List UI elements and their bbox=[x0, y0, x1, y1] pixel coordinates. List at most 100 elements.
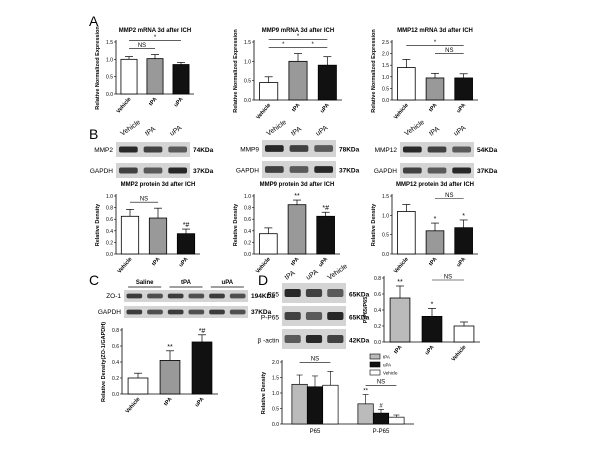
bar bbox=[191, 341, 213, 395]
significance-mark: ** bbox=[294, 193, 300, 200]
y-tick-label: 0.0 bbox=[382, 252, 389, 258]
legend-swatch bbox=[369, 369, 381, 376]
y-axis-label: Relative Density bbox=[95, 203, 101, 246]
chart-c1: 0.0 0.2 0.4 0.6 0.8 Relative Density(ZO-1/GAP… bbox=[101, 322, 218, 415]
blot-size-label: 42KDa bbox=[349, 338, 370, 345]
y-tick-label: 1.0 bbox=[272, 391, 279, 397]
blot-band bbox=[327, 335, 344, 343]
significance-mark: ** bbox=[167, 344, 173, 351]
x-tick-label: P65 bbox=[310, 429, 321, 435]
y-tick-label: 0.5 bbox=[272, 407, 279, 413]
blot-size-label: 54KDa bbox=[477, 147, 498, 154]
blot-row-label: GAPDH bbox=[236, 168, 259, 175]
x-tick-label: tPA bbox=[163, 396, 173, 407]
y-tick-label: 1.0 bbox=[382, 75, 389, 81]
panel-label-a: A bbox=[89, 13, 99, 29]
bar bbox=[172, 64, 190, 95]
x-tick-label: tPA bbox=[428, 102, 438, 113]
y-tick-label: 0.0 bbox=[106, 92, 113, 98]
y-tick-label: 2.0 bbox=[272, 360, 279, 366]
bar bbox=[317, 64, 337, 101]
x-tick-label: uPA bbox=[318, 256, 329, 268]
bar bbox=[306, 386, 324, 425]
bar bbox=[159, 359, 181, 395]
chart-d2: 0.0 0.5 1.0 1.5 2.0 Relative Density P65 NS ** # P… bbox=[261, 353, 414, 435]
bar bbox=[176, 233, 196, 255]
blot-band bbox=[264, 145, 284, 152]
blot-band bbox=[188, 293, 205, 299]
blot-band bbox=[118, 167, 138, 174]
chart-a1: MMP2 mRNA 3d after ICH 0.0 0.5 1.0 1.5 Relati… bbox=[95, 26, 194, 115]
y-axis-label: Relative Normalized Expression bbox=[95, 26, 101, 110]
chart-title: MMP9 mRNA 3d after ICH bbox=[262, 28, 334, 34]
blot-band bbox=[209, 309, 225, 315]
y-tick-label: 0.6 bbox=[106, 217, 113, 223]
blot-size-label: 194KDa bbox=[251, 293, 275, 300]
chart-b3: MMP12 protein 3d after ICH 0.0 0.5 1.0 1.5 Re… bbox=[371, 182, 478, 275]
blot-band bbox=[167, 309, 184, 315]
y-tick-label: 0.2 bbox=[374, 324, 381, 330]
significance-mark: *# bbox=[199, 328, 206, 335]
blot-size-label: 78KDa bbox=[339, 147, 360, 154]
blot-band bbox=[289, 145, 309, 152]
blot-size-label: 65KDa bbox=[349, 315, 370, 322]
y-tick-label: 0.4 bbox=[112, 360, 119, 366]
y-axis-label: Relative Density bbox=[233, 203, 239, 246]
significance-mark: * bbox=[431, 301, 434, 308]
blot-lane-label: tPA bbox=[181, 280, 192, 286]
y-axis-label: Relative Density bbox=[261, 371, 267, 414]
blot-band bbox=[147, 309, 163, 315]
legend-swatch bbox=[369, 361, 381, 368]
blot-lane-label: uPA bbox=[169, 124, 184, 137]
x-tick-label: uPA bbox=[194, 396, 205, 408]
blot-band bbox=[118, 146, 138, 153]
blot-band bbox=[452, 167, 472, 174]
y-tick-label: 2.0 bbox=[382, 52, 389, 58]
x-tick-label: P-P65 bbox=[373, 429, 390, 435]
y-tick-label: 0.8 bbox=[244, 206, 251, 212]
blot-b-mmp9: Vehicle tPA uPA MMP9 78KDa GAPDH 37KDa bbox=[236, 119, 360, 178]
legend-label: uPA bbox=[383, 363, 391, 368]
blot-band bbox=[168, 146, 188, 153]
blot-lane-label: uPA bbox=[315, 124, 330, 137]
blot-c-zo1: Saline tPA uPA ZO-1 194KDa GAPDH 37KDa bbox=[98, 280, 275, 318]
blot-row-label: GAPDH bbox=[98, 309, 121, 316]
y-tick-label: 0.5 bbox=[244, 79, 251, 85]
blot-band bbox=[402, 146, 422, 153]
significance-mark: # bbox=[379, 403, 383, 409]
y-axis-label: Relative Density bbox=[371, 203, 377, 246]
significance-mark: *# bbox=[322, 205, 329, 212]
blot-lane-label: uPA bbox=[305, 268, 320, 281]
bar bbox=[425, 230, 445, 255]
x-tick-label: tPA bbox=[393, 344, 403, 355]
panel-label-b: B bbox=[89, 126, 98, 142]
blot-row-label: P-P65 bbox=[261, 315, 279, 322]
y-axis-label: Relative Normalized Expression bbox=[371, 29, 377, 113]
blot-band bbox=[314, 166, 334, 173]
legend-label: Vehicle bbox=[383, 371, 398, 376]
bar bbox=[146, 58, 164, 95]
y-tick-label: 1.5 bbox=[382, 63, 389, 69]
y-tick-label: 1.0 bbox=[244, 59, 251, 65]
blot-band bbox=[126, 293, 143, 299]
y-tick-label: 0.0 bbox=[244, 98, 251, 104]
bar bbox=[357, 403, 374, 425]
y-tick-label: 0.0 bbox=[112, 392, 119, 398]
y-tick-label: 0.2 bbox=[106, 240, 113, 246]
y-tick-label: 0.0 bbox=[244, 252, 251, 258]
y-tick-label: 1.0 bbox=[382, 213, 389, 219]
blot-band bbox=[147, 293, 163, 299]
x-tick-label: tPA bbox=[148, 96, 158, 107]
x-tick-label: uPA bbox=[424, 344, 435, 356]
y-tick-label: 0.8 bbox=[112, 328, 119, 334]
bar bbox=[454, 77, 473, 101]
significance-mark: * bbox=[434, 216, 437, 223]
blot-row-label: GAPDH bbox=[90, 168, 113, 175]
x-tick-label: uPA bbox=[319, 102, 330, 114]
bar bbox=[148, 217, 168, 255]
bar bbox=[322, 384, 339, 425]
blot-row-label: β -actin bbox=[258, 338, 280, 345]
significance-mark: NS bbox=[444, 275, 452, 281]
y-tick-label: 1.0 bbox=[244, 194, 251, 200]
